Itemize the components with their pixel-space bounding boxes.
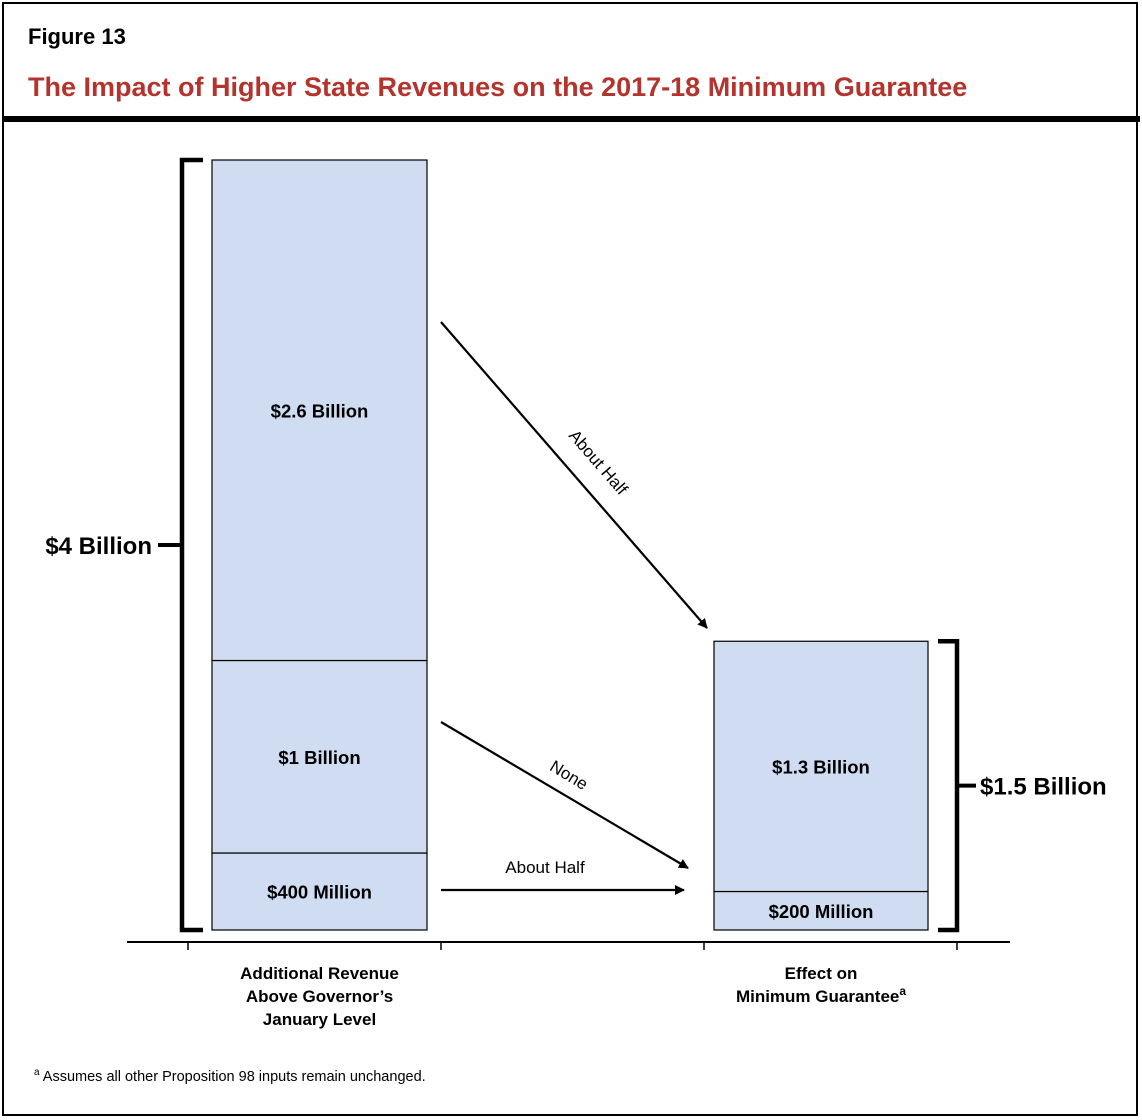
total-label-bar-1: $4 Billion bbox=[45, 533, 152, 560]
category-1-line-1: Additional Revenue bbox=[240, 964, 399, 983]
bar-2-segment-1-label: $200 Million bbox=[769, 901, 874, 922]
bar-1-segment-2 bbox=[211, 659, 428, 854]
bar-2-segment-2 bbox=[713, 640, 929, 893]
header-rule bbox=[4, 116, 1140, 122]
bar-1-segment-3 bbox=[211, 159, 428, 662]
total-label-bar-2: $1.5 Billion bbox=[980, 774, 1107, 801]
bar-1-segment-2-label: $1 Billion bbox=[278, 747, 360, 768]
figure-label: Figure 13 bbox=[28, 24, 126, 49]
arrow-1 bbox=[440, 321, 708, 629]
bar-1-segment-1 bbox=[211, 852, 428, 931]
category-2-line-2: Minimum Guaranteea bbox=[736, 984, 906, 1006]
category-1-line-2: Above Governor’s bbox=[246, 987, 393, 1006]
bracket-right bbox=[938, 639, 960, 933]
bar-2-segment-1 bbox=[713, 890, 929, 931]
category-2-superscript: a bbox=[899, 984, 906, 998]
arrow-2 bbox=[440, 721, 689, 869]
chart-title: The Impact of Higher State Revenues on t… bbox=[28, 72, 968, 102]
bar-1-segment-3-label: $2.6 Billion bbox=[271, 400, 369, 421]
arrow-1-label: About Half bbox=[565, 426, 632, 499]
bar-2-segment-2-label: $1.3 Billion bbox=[772, 756, 870, 777]
footnote: a Assumes all other Proposition 98 input… bbox=[34, 1067, 426, 1085]
arrow-3-label: About Half bbox=[505, 858, 585, 877]
category-2-line-1: Effect on bbox=[785, 964, 858, 983]
bar-1-segment-1-label: $400 Million bbox=[267, 882, 372, 903]
footnote-text: Assumes all other Proposition 98 inputs … bbox=[42, 1068, 426, 1085]
category-1-line-3: January Level bbox=[263, 1010, 376, 1029]
footnote-marker: a bbox=[34, 1067, 40, 1078]
bracket-left bbox=[179, 157, 203, 933]
